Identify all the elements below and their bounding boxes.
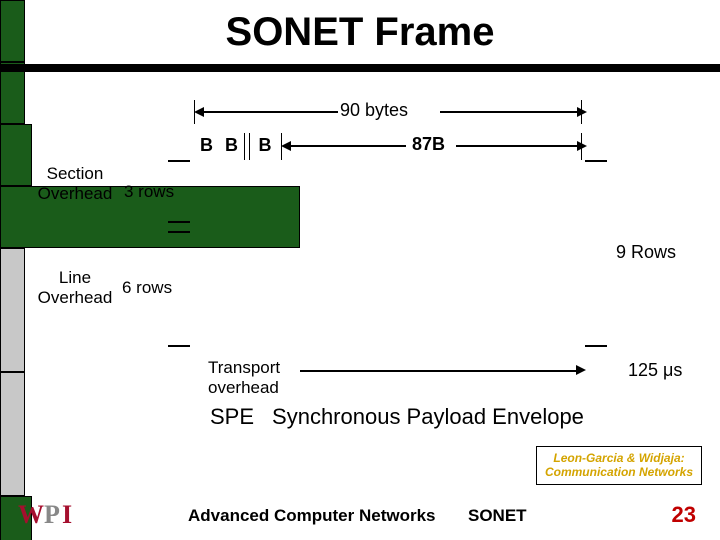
width-arrow-right	[577, 107, 587, 117]
transport-label: Transport overhead	[208, 358, 280, 398]
transport-arrow-head	[576, 365, 586, 375]
credit-box: Leon-Garcia & Widjaja: Communication Net…	[536, 446, 702, 485]
svg-text:W: W	[18, 500, 44, 529]
page-number: 23	[672, 502, 696, 528]
gap-tick-1	[244, 133, 245, 160]
width-label: 90 bytes	[340, 100, 408, 121]
svg-text:P: P	[44, 500, 60, 529]
title-bar: SONET Frame	[0, 0, 720, 72]
time-label: 125 μs	[628, 360, 682, 381]
line-tick-top	[168, 231, 190, 233]
col-header-b0: B	[194, 133, 219, 157]
col-header-b2: B	[249, 133, 281, 157]
section-tick-bot	[168, 221, 190, 223]
right-tick-bot	[585, 345, 607, 347]
gap-tick-2	[249, 133, 250, 160]
footer-topic: SONET	[468, 506, 527, 526]
col-header-87b: 87B	[412, 134, 445, 155]
width-line-right	[440, 111, 577, 113]
right-tick-top	[585, 160, 607, 162]
line-b1	[0, 372, 25, 496]
credit-line-1: Leon-Garcia & Widjaja:	[545, 451, 693, 465]
col87b-arrow-l	[281, 141, 291, 151]
width-line-left	[198, 111, 338, 113]
line-tick-bot	[168, 345, 190, 347]
rows-9-label: 9 Rows	[616, 242, 676, 263]
spe-full: Synchronous Payload Envelope	[272, 404, 584, 429]
line-rows-label: 6 rows	[122, 278, 172, 298]
section-rows-label: 3 rows	[124, 182, 174, 202]
slide-title: SONET Frame	[226, 10, 495, 55]
spe-row: SPE Synchronous Payload Envelope	[210, 404, 584, 430]
section-b2	[0, 124, 32, 186]
spe-abbr: SPE	[210, 404, 254, 429]
line-b0	[0, 248, 25, 372]
section-overhead-label: Section Overhead	[30, 164, 120, 204]
line-overhead-label: Line Overhead	[30, 268, 120, 308]
width-arrow-left	[194, 107, 204, 117]
payload-label: Information Payload	[335, 225, 535, 267]
col-header-b1: B	[219, 133, 244, 157]
col87b-line-r	[456, 145, 577, 147]
transport-arrow-line	[300, 370, 576, 372]
credit-line-2: Communication Networks	[545, 465, 693, 479]
footer-course: Advanced Computer Networks	[188, 506, 436, 526]
col87b-line-l	[286, 145, 406, 147]
svg-text:I: I	[62, 500, 72, 529]
wpi-logo: W P I	[18, 500, 108, 530]
col87b-arrow-r	[577, 141, 587, 151]
section-tick-top	[168, 160, 190, 162]
